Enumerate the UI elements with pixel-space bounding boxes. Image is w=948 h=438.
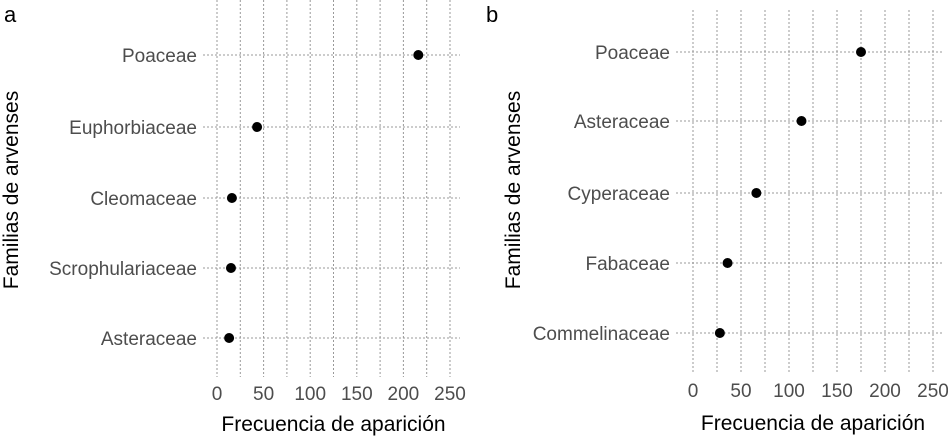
y-tick-label: Asteraceae	[574, 112, 670, 133]
y-tick-label: Asteraceae	[101, 329, 197, 350]
data-point	[226, 193, 237, 203]
y-tick-label: Fabaceae	[585, 254, 670, 275]
x-tick-label: 250	[434, 384, 466, 405]
x-axis-title: Frecuencia de aparición	[221, 413, 445, 436]
data-point	[722, 258, 733, 268]
x-axis-title: Frecuencia de aparición	[701, 412, 925, 435]
x-tick-label: 100	[294, 384, 326, 405]
y-tick-label: Cyperaceae	[568, 184, 670, 205]
data-point	[225, 263, 236, 273]
x-tick-label: 100	[773, 381, 805, 402]
data-point	[714, 328, 725, 338]
panel-b: Poaceae Asteraceae Cyperaceae Fabaceae Comme…	[486, 2, 948, 435]
x-tick-label: 200	[869, 381, 901, 402]
x-tick-label: 50	[253, 384, 274, 405]
data-point	[796, 116, 807, 126]
y-tick-label: Euphorbiaceae	[69, 118, 197, 139]
y-tick-label: Poaceae	[595, 43, 670, 64]
x-tick-label: 0	[688, 381, 699, 402]
data-point	[413, 50, 424, 60]
x-tick-label: 50	[730, 381, 751, 402]
y-axis-title: Familias de arvenses	[0, 91, 23, 289]
x-tick-label: 150	[341, 384, 373, 405]
y-tick-label: Scrophulariaceae	[49, 259, 197, 280]
x-tick-label: 150	[821, 381, 853, 402]
x-tick-label: 250	[917, 381, 948, 402]
x-tick-label: 0	[212, 384, 223, 405]
panel-a: Poaceae Euphorbiaceae Cleomaceae Scrophular…	[0, 0, 466, 436]
data-point	[856, 47, 866, 57]
y-tick-label: Cleomaceae	[90, 189, 197, 210]
x-tick-label: 200	[388, 384, 420, 405]
data-point	[751, 188, 762, 198]
data-point	[252, 122, 263, 132]
panel-tag: b	[486, 2, 498, 27]
panel-tag: a	[4, 2, 17, 27]
y-axis-title: Familias de arvenses	[502, 91, 525, 289]
y-tick-label: Commelinaceae	[533, 324, 670, 345]
data-point	[224, 333, 235, 343]
y-tick-label: Poaceae	[122, 46, 197, 67]
